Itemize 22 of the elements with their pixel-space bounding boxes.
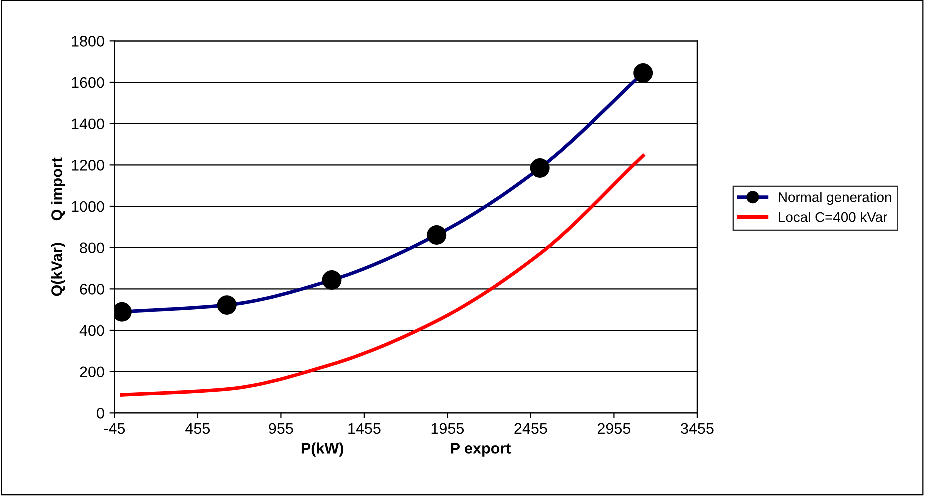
y-tick-label: 1000 [72,201,104,212]
y-tick-label: 1800 [72,36,104,47]
legend-label: Local C=400 kVar [779,212,888,222]
x-tick-label: 1455 [348,423,381,434]
y-tick-label: 200 [80,366,104,378]
legend-label: Normal generation [779,192,892,206]
x-tick-label: -45 [104,423,126,434]
x-tick-label: 2455 [514,423,548,434]
y-tick-label: 0 [97,408,104,419]
y-tick-label: 800 [80,242,104,254]
y-tick-label: 400 [80,325,104,336]
y-tick-label: 1200 [72,160,104,171]
y-tick-label: 1600 [72,77,104,88]
x-tick-label: 1955 [432,423,464,434]
x-axis-title: P(kW) P export [302,442,512,457]
x-tick-label: 455 [186,423,210,434]
y-tick-label: 1400 [72,118,104,130]
x-tick-label: 2955 [598,423,631,434]
x-tick-label: 3455 [681,423,714,434]
x-tick-label: 955 [269,423,294,434]
y-tick-label: 600 [80,284,104,295]
y-axis-title: Q(kVar) Q import [51,158,66,296]
